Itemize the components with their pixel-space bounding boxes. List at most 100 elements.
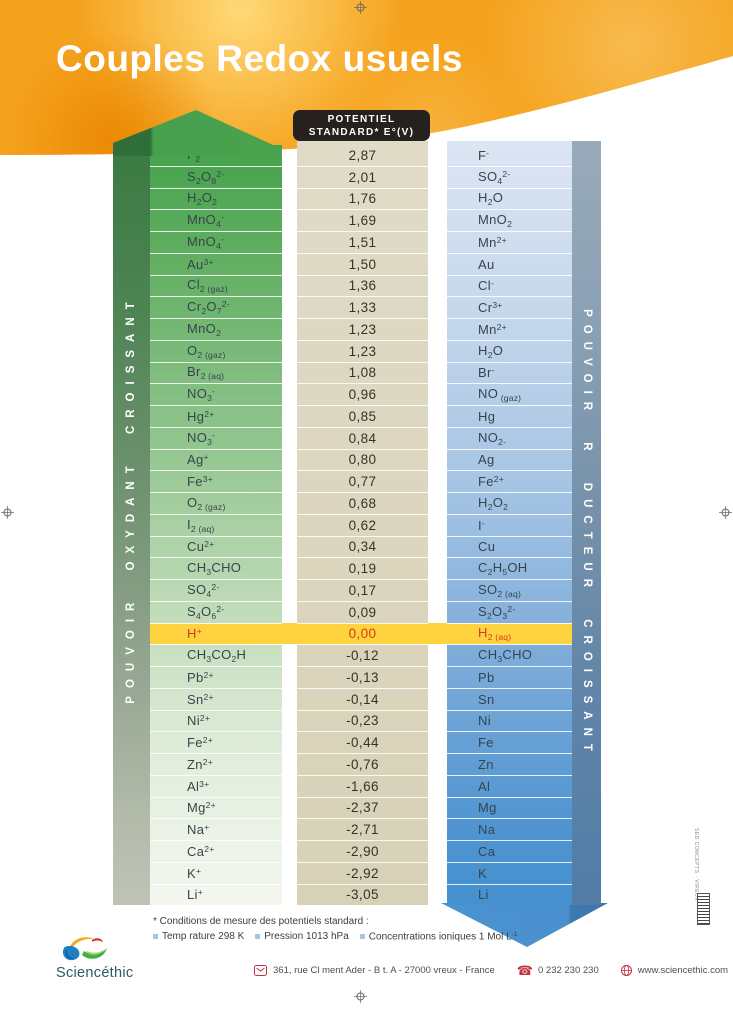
- footnote-item: Concentrations ioniques 1 Mol L-1: [359, 931, 517, 942]
- potential-cell: 0,85: [297, 405, 428, 427]
- oxidant-cell: Fe2+: [150, 731, 282, 753]
- reductant-cell: CH3CHO: [447, 644, 572, 666]
- oxidant-cell: S4O62-: [150, 600, 282, 623]
- oxidant-cell: Al3+: [150, 774, 282, 797]
- oxidant-cell: I2 (aq): [150, 513, 282, 536]
- oxidant-cell: Cl2 (gaz): [150, 274, 282, 297]
- reductant-cell: Li: [447, 883, 572, 906]
- oxidant-axis-strip: [113, 145, 150, 905]
- potential-cell: 0,96: [297, 383, 428, 405]
- reductant-column-cap: [447, 141, 572, 146]
- registration-mark-right: [719, 506, 732, 519]
- reductant-cell: Sn: [447, 687, 572, 710]
- potential-cell: -0,13: [297, 666, 428, 688]
- potential-cell: 0,68: [297, 492, 428, 514]
- footnote-items: Temp rature 298 K Pression 1013 hPa Concen…: [153, 931, 517, 942]
- registration-mark-bottom: [354, 990, 367, 1003]
- reductant-cell: H2O: [447, 339, 572, 362]
- reductant-cell: Ni: [447, 709, 572, 732]
- oxidant-cell: Hg2+: [150, 405, 282, 427]
- potential-cell: -0,12: [297, 644, 428, 666]
- oxidant-cell: Li+: [150, 883, 282, 906]
- reductant-cell: Fe2+: [447, 470, 572, 492]
- reductant-cell: H2O2: [447, 492, 572, 514]
- potential-cell: 0,19: [297, 557, 428, 579]
- reductant-cell: Zn: [447, 753, 572, 775]
- reductant-cell: K: [447, 861, 572, 884]
- potential-cell: 2,01: [297, 165, 428, 188]
- brand-name: Sciencéthic: [56, 965, 134, 981]
- potential-cell: 0,80: [297, 448, 428, 471]
- reductant-cell: Mn2+: [447, 318, 572, 340]
- potential-header-line1: POTENTIEL: [327, 114, 396, 125]
- oxidant-cell: Na+: [150, 818, 282, 840]
- reductant-cell: F-: [478, 147, 490, 163]
- reductant-cell: Cu: [447, 535, 572, 558]
- potential-cell: 1,36: [297, 274, 428, 297]
- oxidant-cell: Br2 (aq): [150, 361, 282, 384]
- potential-cell: -1,66: [297, 774, 428, 797]
- potential-header: POTENTIEL STANDARD* E°(V): [293, 110, 430, 141]
- potential-cell: -2,90: [297, 840, 428, 862]
- reductant-cell: C2H5OH: [447, 557, 572, 579]
- reductant-axis-label: POUVOIR R DUCTEUR CROISSANT: [581, 309, 593, 759]
- reductant-cell: Ca: [447, 840, 572, 862]
- oxidant-cell: O2 (gaz): [150, 492, 282, 514]
- potential-cell: -0,44: [297, 731, 428, 753]
- page-title: Couples Redox usuels: [56, 38, 463, 79]
- reductant-cell: H2O: [447, 187, 572, 210]
- brand-block: Sciencéthic: [56, 934, 133, 981]
- oxidant-cell: K+: [150, 861, 282, 884]
- oxidant-cell: Cu2+: [150, 535, 282, 558]
- sciencethic-logo-icon: [62, 937, 107, 961]
- potential-cell: 1,76: [297, 187, 428, 210]
- potential-cell: 0,62: [297, 513, 428, 536]
- potential-cell: 2,87: [348, 147, 377, 163]
- reductant-cell: Cr3+: [447, 296, 572, 318]
- footnote-item: Pression 1013 hPa: [255, 931, 349, 942]
- footer-website: www.sciencethic.com: [637, 965, 729, 976]
- oxidant-cell: Fe3+: [150, 470, 282, 492]
- oxidant-cell: Ag+: [150, 448, 282, 471]
- reductant-cell: Pb: [447, 666, 572, 688]
- footnote: * Conditions de mesure des potentiels st…: [153, 916, 517, 942]
- oxidant-cell: NO3-: [150, 426, 282, 449]
- registration-mark-top: [354, 1, 367, 14]
- reductant-cell: Mg: [447, 796, 572, 819]
- barcode: [697, 893, 710, 925]
- reductant-cell: MnO2: [447, 209, 572, 231]
- oxidant-cell: Ni2+: [150, 709, 282, 732]
- oxidant-cell: H+: [150, 622, 282, 645]
- oxidant-cell: NO3-: [150, 383, 282, 405]
- oxidant-cell: CH3CO2H: [150, 644, 282, 666]
- potential-cell: -2,71: [297, 818, 428, 840]
- potential-cell: -2,37: [297, 796, 428, 819]
- reductant-cell: Na: [447, 818, 572, 840]
- reductant-cell: S2O32-: [447, 600, 572, 623]
- oxidant-cell: S2O82-: [150, 165, 282, 188]
- oxidant-cell: Cr2O72-: [150, 296, 282, 318]
- potential-cell: 0,77: [297, 470, 428, 492]
- oxidant-cell: SO42-: [150, 579, 282, 601]
- oxidant-cell: Pb2+: [150, 666, 282, 688]
- print-credits: SED CONCEPTS · VIREUX: [693, 828, 699, 902]
- footnote-item: Temp rature 298 K: [153, 931, 244, 942]
- oxidant-cell: Ca2+: [150, 840, 282, 862]
- reductant-cell: I-: [447, 513, 572, 536]
- envelope-icon: [254, 965, 267, 976]
- oxidant-cell: MnO4-: [150, 209, 282, 231]
- reductant-cell: Br-: [447, 361, 572, 384]
- potential-cell: 1,23: [297, 339, 428, 362]
- potential-cell: 1,69: [297, 209, 428, 231]
- footer-address: 361, rue Cl ment Ader - B t. A - 27000 v…: [273, 965, 495, 976]
- potential-cell: 0,34: [297, 535, 428, 558]
- reductant-cell: Al: [447, 774, 572, 797]
- footer-phone: 0 232 230 230: [537, 965, 599, 976]
- oxidant-arrow-up-icon: [113, 110, 282, 156]
- reductant-axis-strip: [572, 141, 601, 905]
- phone-icon: ☎: [516, 962, 533, 978]
- globe-icon: [620, 965, 632, 976]
- reductant-cell: Au: [447, 252, 572, 275]
